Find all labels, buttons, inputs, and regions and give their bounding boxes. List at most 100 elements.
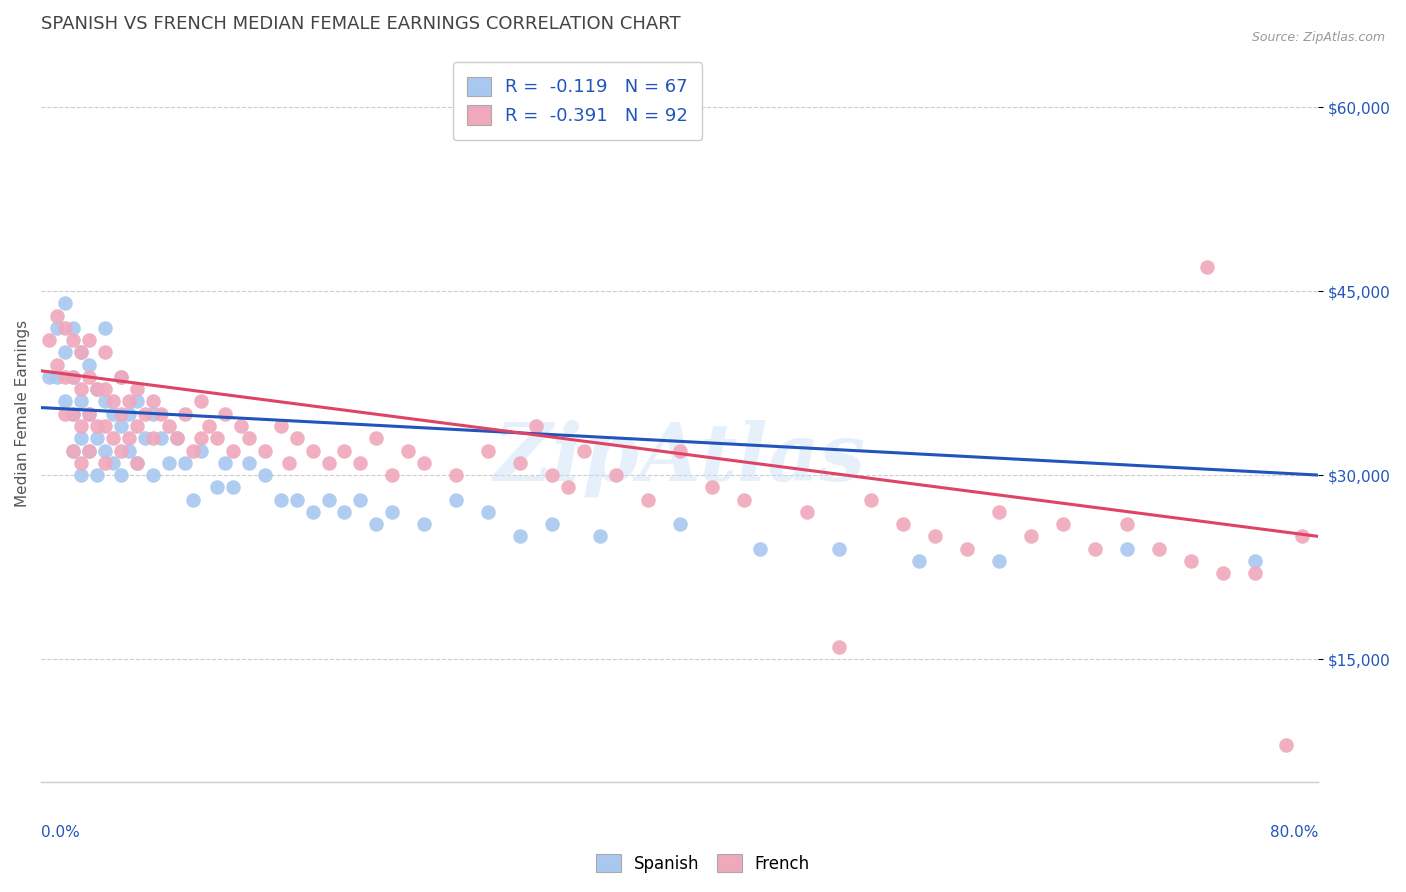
Point [1243,554,1265,568]
Point [908,554,931,568]
Point [524,419,547,434]
Point [349,456,371,470]
Point [134,407,156,421]
Point [101,456,124,470]
Point [38,370,60,384]
Point [477,505,499,519]
Point [988,505,1011,519]
Point [53,407,76,421]
Point [700,480,723,494]
Point [1195,260,1218,274]
Point [956,541,979,556]
Point [77,333,100,347]
Point [381,468,404,483]
Point [253,443,276,458]
Point [381,505,404,519]
Point [318,456,340,470]
Point [509,456,531,470]
Point [396,443,419,458]
Point [270,492,292,507]
Point [70,382,93,396]
Point [1291,529,1313,543]
Point [444,492,467,507]
Point [94,443,117,458]
Point [62,443,84,458]
Point [86,419,108,434]
Point [166,431,188,445]
Point [77,370,100,384]
Point [333,505,356,519]
Point [572,443,595,458]
Point [318,492,340,507]
Point [238,431,260,445]
Point [190,431,212,445]
Point [181,492,204,507]
Point [86,468,108,483]
Point [62,407,84,421]
Point [62,443,84,458]
Point [166,431,188,445]
Point [173,407,195,421]
Point [110,419,132,434]
Point [118,394,141,409]
Point [190,443,212,458]
Point [541,468,564,483]
Point [157,419,180,434]
Point [828,640,851,654]
Point [413,456,436,470]
Point [125,382,148,396]
Point [94,456,117,470]
Point [86,431,108,445]
Point [828,541,851,556]
Point [118,443,141,458]
Point [70,419,93,434]
Point [125,419,148,434]
Point [62,407,84,421]
Point [1147,541,1170,556]
Point [110,468,132,483]
Point [125,456,148,470]
Point [238,456,260,470]
Point [53,296,76,310]
Point [349,492,371,507]
Point [62,370,84,384]
Point [62,321,84,335]
Text: Source: ZipAtlas.com: Source: ZipAtlas.com [1251,31,1385,45]
Point [366,431,388,445]
Point [891,517,914,532]
Point [605,468,627,483]
Point [125,394,148,409]
Point [53,321,76,335]
Point [46,321,69,335]
Point [46,358,69,372]
Point [197,419,219,434]
Point [222,480,245,494]
Y-axis label: Median Female Earnings: Median Female Earnings [15,320,30,508]
Point [70,468,93,483]
Point [333,443,356,458]
Point [142,394,165,409]
Point [205,431,228,445]
Point [796,505,818,519]
Point [149,407,172,421]
Point [101,394,124,409]
Point [70,431,93,445]
Point [924,529,946,543]
Point [118,407,141,421]
Point [173,456,195,470]
Point [1115,541,1137,556]
Point [77,407,100,421]
Point [1052,517,1074,532]
Text: 0.0%: 0.0% [41,825,80,839]
Point [77,358,100,372]
Legend: Spanish, French: Spanish, French [589,847,817,880]
Point [86,382,108,396]
Point [229,419,252,434]
Point [1212,566,1234,581]
Point [77,443,100,458]
Point [125,456,148,470]
Point [509,529,531,543]
Point [157,456,180,470]
Point [142,407,165,421]
Point [46,370,69,384]
